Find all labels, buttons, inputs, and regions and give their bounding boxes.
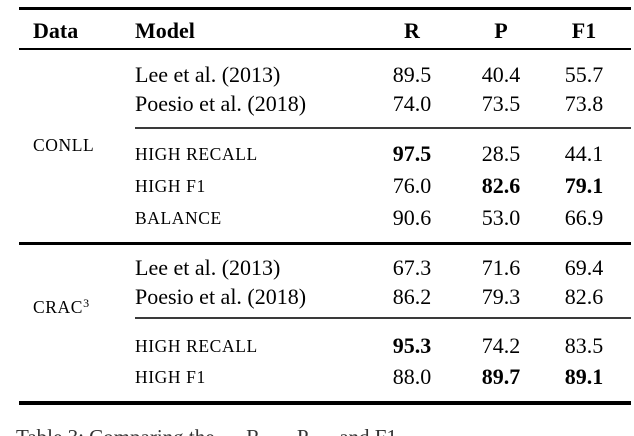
header-data: Data xyxy=(33,18,79,43)
recall-cell: 88.0 xyxy=(392,364,432,389)
header-f1: F1 xyxy=(571,18,597,43)
precision-cell: 71.6 xyxy=(481,255,521,280)
dataset-superscript: 3 xyxy=(83,296,90,310)
table-row: HIGH F1 76.0 82.6 79.1 xyxy=(0,172,634,200)
header-recall: R xyxy=(404,18,420,43)
precision-cell: 53.0 xyxy=(481,205,521,230)
header-precision: P xyxy=(494,18,508,43)
dataset-label-crac: CRAC3 xyxy=(33,295,90,319)
f1-cell: 73.8 xyxy=(564,91,604,116)
recall-cell: 90.6 xyxy=(392,205,432,230)
dataset-name: CRAC xyxy=(33,297,84,317)
table-row: Poesio et al. (2018) 74.0 73.5 73.8 xyxy=(0,90,634,118)
table-header-rule xyxy=(19,48,631,50)
model-cell: BALANCE xyxy=(135,208,222,228)
model-cell: Poesio et al. (2018) xyxy=(135,284,307,309)
table-section-rule xyxy=(19,242,631,245)
model-cell: Poesio et al. (2018) xyxy=(135,91,307,116)
f1-cell: 79.1 xyxy=(564,173,604,198)
precision-cell: 40.4 xyxy=(481,62,521,87)
table-toprule xyxy=(19,7,631,10)
table-bottomrule xyxy=(19,401,631,405)
recall-cell: 67.3 xyxy=(392,255,432,280)
table-row: HIGH RECALL 97.5 28.5 44.1 xyxy=(0,140,634,168)
f1-cell: 89.1 xyxy=(564,364,604,389)
recall-cell: 74.0 xyxy=(392,91,432,116)
table-caption: Table 3: Comparing the … R …, P … and F1… xyxy=(16,424,634,436)
recall-cell: 86.2 xyxy=(392,284,432,309)
f1-cell: 44.1 xyxy=(564,141,604,166)
recall-cell: 76.0 xyxy=(392,173,432,198)
table-row: BALANCE 90.6 53.0 66.9 xyxy=(0,204,634,232)
model-cell: HIGH RECALL xyxy=(135,144,258,164)
table-row: HIGH F1 88.0 89.7 89.1 xyxy=(0,363,634,391)
precision-cell: 73.5 xyxy=(481,91,521,116)
f1-cell: 83.5 xyxy=(564,333,604,358)
conll-section-subrule xyxy=(135,127,631,129)
precision-cell: 79.3 xyxy=(481,284,521,309)
table-row: Lee et al. (2013) 67.3 71.6 69.4 xyxy=(0,254,634,282)
precision-cell: 82.6 xyxy=(481,173,521,198)
precision-cell: 28.5 xyxy=(481,141,521,166)
f1-cell: 82.6 xyxy=(564,284,604,309)
precision-cell: 74.2 xyxy=(481,333,521,358)
crac-section-subrule xyxy=(135,317,631,319)
precision-cell: 89.7 xyxy=(481,364,521,389)
model-cell: Lee et al. (2013) xyxy=(135,255,281,280)
f1-cell: 69.4 xyxy=(564,255,604,280)
table-row: Poesio et al. (2018) 86.2 79.3 82.6 xyxy=(0,283,634,311)
f1-cell: 66.9 xyxy=(564,205,604,230)
recall-cell: 97.5 xyxy=(392,141,432,166)
model-cell: HIGH RECALL xyxy=(135,336,258,356)
model-cell: Lee et al. (2013) xyxy=(135,62,281,87)
recall-cell: 95.3 xyxy=(392,333,432,358)
model-cell: HIGH F1 xyxy=(135,367,206,387)
table-header-row: Data Model R P F1 xyxy=(0,17,634,45)
f1-cell: 55.7 xyxy=(564,62,604,87)
table-row: HIGH RECALL 95.3 74.2 83.5 xyxy=(0,332,634,360)
table-row: Lee et al. (2013) 89.5 40.4 55.7 xyxy=(0,61,634,89)
dataset-label-conll: CONLL xyxy=(33,133,94,157)
dataset-name: CONLL xyxy=(33,135,95,155)
model-cell: HIGH F1 xyxy=(135,176,206,196)
recall-cell: 89.5 xyxy=(392,62,432,87)
header-model: Model xyxy=(135,18,195,43)
